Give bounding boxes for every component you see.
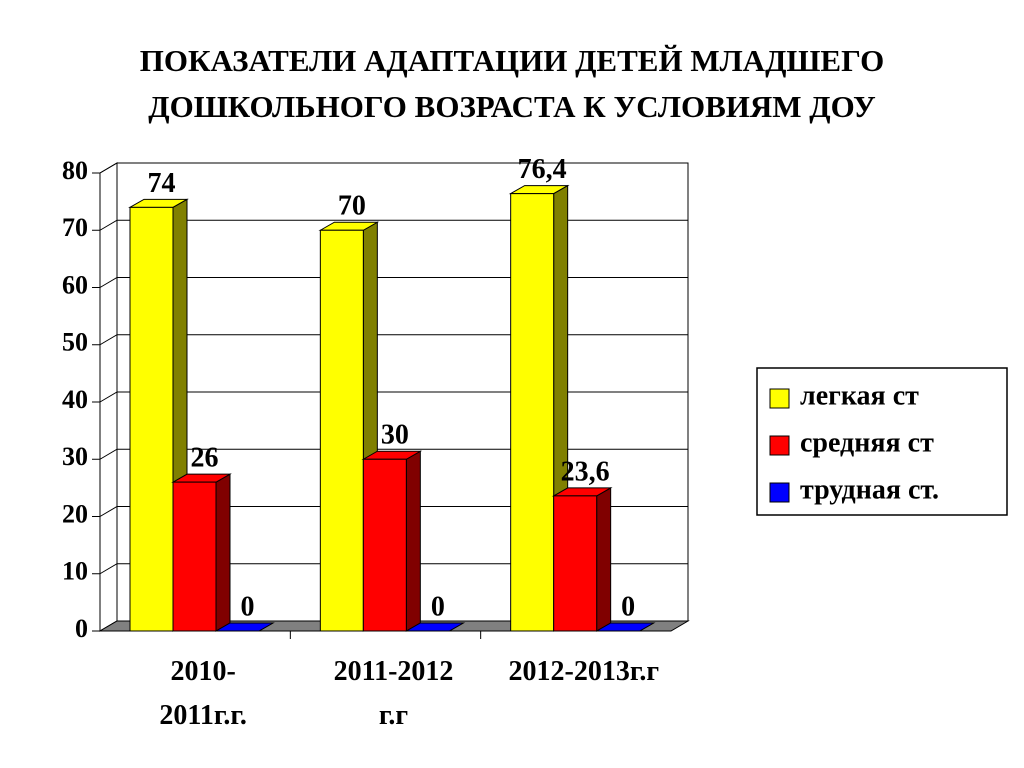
bar <box>551 487 613 632</box>
bar <box>214 622 275 632</box>
grid-line <box>99 334 688 346</box>
value-label: 0 <box>621 591 635 622</box>
bar-side <box>596 487 612 632</box>
grid-line <box>99 563 688 575</box>
bar-front <box>553 495 598 632</box>
y-tick-label: 30 <box>62 442 88 471</box>
legend-box <box>756 367 1008 516</box>
chart-title: ПОКАЗАТЕЛИ АДАПТАЦИИ ДЕТЕЙ МЛАДШЕГО ДОШК… <box>139 43 885 124</box>
bar-top <box>404 622 466 632</box>
bar-top <box>594 622 656 632</box>
value-label: 76,4 <box>518 154 567 185</box>
bar <box>361 450 423 632</box>
bar-front <box>362 458 407 632</box>
y-tick-label: 60 <box>62 270 88 299</box>
legend-swatch <box>769 482 790 503</box>
legend-swatch <box>769 435 790 456</box>
grid-line <box>99 448 688 460</box>
y-tick-label: 10 <box>62 557 88 586</box>
value-label: 23,6 <box>561 456 610 487</box>
grid-line <box>99 391 688 403</box>
bar-top <box>214 622 275 632</box>
legend-swatch <box>769 388 790 409</box>
grid-line <box>99 506 688 517</box>
grid-line <box>99 162 688 174</box>
bar <box>594 622 656 632</box>
y-tick-label: 50 <box>62 328 88 357</box>
bar-side <box>405 450 421 632</box>
grid-line <box>99 219 688 231</box>
value-label: 30 <box>381 420 409 451</box>
bar <box>404 622 466 632</box>
legend-label: легкая ст <box>800 380 919 411</box>
bar-side <box>215 473 231 632</box>
bar-front <box>319 229 364 632</box>
x-tick-label: 2011-2012 г.г <box>333 656 454 731</box>
legend-label: трудная ст. <box>800 474 939 505</box>
bar-front <box>510 193 555 632</box>
x-tick-label: 2012-2013г.г <box>508 656 660 687</box>
legend-label: средняя ст <box>800 427 934 458</box>
bar-front <box>129 206 174 632</box>
x-tick-label: 2010-2011г.г. <box>159 656 247 731</box>
y-tick-label: 80 <box>62 156 88 185</box>
bar <box>171 473 232 632</box>
grid-line <box>99 277 688 288</box>
value-label: 74 <box>148 168 176 199</box>
value-label: 26 <box>191 443 219 474</box>
y-tick-label: 20 <box>62 499 88 528</box>
y-tick-label: 40 <box>62 385 88 414</box>
y-tick-label: 0 <box>75 614 88 643</box>
value-label: 0 <box>431 591 445 622</box>
value-label: 0 <box>241 591 255 622</box>
bar-front <box>172 481 217 632</box>
value-label: 70 <box>338 191 366 222</box>
y-tick-label: 70 <box>62 213 88 242</box>
